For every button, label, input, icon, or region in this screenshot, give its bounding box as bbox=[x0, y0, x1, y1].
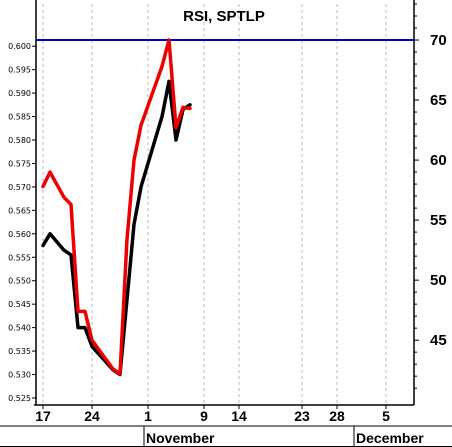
right-tick-label: 55 bbox=[430, 212, 447, 229]
month-labels: November December bbox=[143, 426, 424, 447]
x-tick-label: 23 bbox=[294, 408, 310, 424]
x-tick-label: 28 bbox=[329, 408, 345, 424]
left-axis-ticks: 0.525 0.530 0.535 0.540 0.545 0.550 0.555 0.560… bbox=[8, 42, 36, 403]
left-tick-label: 0.600 bbox=[8, 42, 31, 51]
right-tick-label: 60 bbox=[430, 152, 447, 169]
left-tick-label: 0.545 bbox=[8, 300, 31, 309]
x-tick-label: 24 bbox=[84, 408, 100, 424]
x-tick-label: 5 bbox=[382, 408, 390, 424]
left-tick-label: 0.535 bbox=[8, 347, 31, 356]
right-axis-ticks: 45 50 55 60 65 70 bbox=[414, 3, 447, 389]
right-tick-label: 65 bbox=[430, 92, 447, 109]
left-tick-label: 0.595 bbox=[8, 66, 31, 75]
series bbox=[36, 38, 414, 377]
left-tick-label: 0.530 bbox=[8, 371, 31, 380]
x-tick-label: 17 bbox=[35, 408, 51, 424]
month-label: December bbox=[356, 430, 424, 446]
left-tick-label: 0.580 bbox=[8, 136, 31, 145]
left-tick-label: 0.565 bbox=[8, 206, 31, 215]
series-line-red bbox=[41, 38, 192, 376]
left-tick-label: 0.540 bbox=[8, 324, 31, 333]
left-tick-label: 0.525 bbox=[8, 394, 31, 403]
month-label: November bbox=[146, 430, 215, 446]
left-tick-label: 0.570 bbox=[8, 183, 31, 192]
right-tick-label: 70 bbox=[430, 32, 447, 49]
x-tick-label: 9 bbox=[200, 408, 208, 424]
x-tick-label: 1 bbox=[144, 408, 152, 424]
left-tick-label: 0.585 bbox=[8, 113, 31, 122]
x-tick-label: 14 bbox=[231, 408, 247, 424]
left-tick-label: 0.550 bbox=[8, 277, 31, 286]
grid bbox=[42, 4, 387, 405]
x-axis-ticks: 17 24 1 9 14 23 28 5 bbox=[35, 405, 390, 424]
chart-title: RSI, SPTLP bbox=[183, 8, 265, 25]
right-tick-label: 50 bbox=[430, 272, 447, 289]
left-tick-label: 0.560 bbox=[8, 230, 31, 239]
left-tick-label: 0.555 bbox=[8, 253, 31, 262]
left-tick-label: 0.575 bbox=[8, 159, 31, 168]
left-tick-label: 0.590 bbox=[8, 89, 31, 98]
right-tick-label: 45 bbox=[430, 332, 447, 349]
